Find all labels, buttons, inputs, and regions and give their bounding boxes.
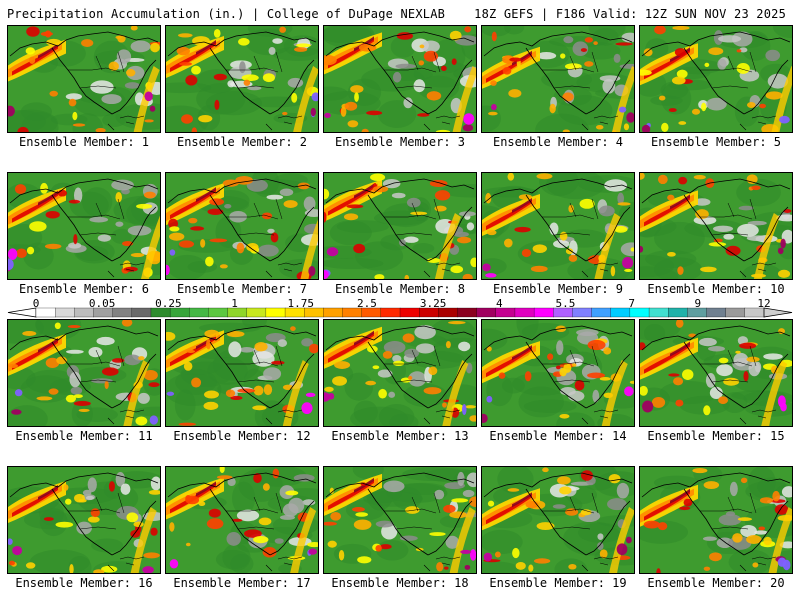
colorbar-segment [514,307,535,318]
colorbar-segment [323,307,344,318]
colorbar-segment [457,307,478,318]
colorbar-segment [189,307,209,318]
colorbar-tick-label: 0.05 [88,297,116,310]
ensemble-member-caption: Ensemble Member: 12 [173,429,311,443]
ensemble-member-caption: Ensemble Member: 4 [492,135,624,149]
colorbar-tick-label: 2.5 [356,297,377,310]
colorbar-tick-label: 7 [628,297,635,310]
ensemble-member-caption: Ensemble Member: 6 [18,282,150,296]
model-run-info: 18Z GEFS | F186 Valid: 12Z SUN NOV 23 20… [474,7,786,21]
ensemble-member-map-20 [639,466,793,574]
ensemble-member-caption: Ensemble Member: 10 [647,282,785,296]
ensemble-member-caption: Ensemble Member: 7 [176,282,308,296]
colorbar-segment [476,307,497,318]
colorbar-segment [131,307,152,318]
colorbar-segment [648,307,669,318]
ensemble-member-map-9 [481,172,635,280]
ensemble-member-caption: Ensemble Member: 13 [331,429,469,443]
precipitation-map-image [482,26,634,132]
colorbar-segment [533,307,554,318]
precipitation-map-image [640,26,792,132]
precipitation-map-image [482,320,634,426]
ensemble-member-caption: Ensemble Member: 11 [15,429,153,443]
colorbar-tick-label: 1 [231,297,238,310]
precipitation-map-image [166,26,318,132]
precipitation-map-image [324,320,476,426]
precipitation-map-image [640,467,792,573]
ensemble-member-map-1 [7,25,161,133]
colorbar-tick-label: 12 [757,297,771,310]
colorbar-segment [208,307,229,318]
colorbar-segment [706,307,727,318]
precipitation-map-image [8,173,160,279]
precipitation-map-image [482,173,634,279]
precipitation-map-image [8,26,160,132]
ensemble-member-map-16 [7,466,161,574]
ensemble-member-caption: Ensemble Member: 2 [176,135,308,149]
ensemble-member-map-17 [165,466,319,574]
precipitation-map-image [166,173,318,279]
ensemble-member-map-19 [481,466,635,574]
ensemble-member-map-11 [7,319,161,427]
colorbar-tick-label: 1.75 [287,297,314,310]
ensemble-member-map-8 [323,172,477,280]
colorbar-segment [55,307,75,318]
colorbar-segment [725,307,746,318]
precipitation-map-image [324,26,476,132]
colorbar-segment [380,307,401,318]
colorbar-segment [591,307,612,318]
page-title: Precipitation Accumulation (in.) | Colle… [7,7,446,21]
ensemble-member-caption: Ensemble Member: 8 [334,282,466,296]
ensemble-member-map-5 [639,25,793,133]
precipitation-map-image [324,173,476,279]
ensemble-member-map-15 [639,319,793,427]
ensemble-member-map-2 [165,25,319,133]
ensemble-member-caption: Ensemble Member: 1 [18,135,150,149]
ensemble-member-caption: Ensemble Member: 3 [334,135,466,149]
colorbar-tick-label: 5.5 [555,297,576,310]
ensemble-member-caption: Ensemble Member: 15 [647,429,785,443]
precipitation-map-image [482,467,634,573]
colorbar-segment [112,307,133,318]
ensemble-member-caption: Ensemble Member: 16 [15,576,153,590]
ensemble-member-map-7 [165,172,319,280]
ensemble-member-caption: Ensemble Member: 19 [489,576,627,590]
ensemble-member-caption: Ensemble Member: 20 [647,576,785,590]
precipitation-map-image [640,173,792,279]
precipitation-map-image [324,467,476,573]
precipitation-map-image [640,320,792,426]
ensemble-member-map-14 [481,319,635,427]
colorbar-tick-label: 0 [32,297,40,310]
ensemble-member-map-18 [323,466,477,574]
ensemble-member-map-6 [7,172,161,280]
colorbar-segment [265,307,286,318]
ensemble-member-map-12 [165,319,319,427]
ensemble-member-map-10 [639,172,793,280]
colorbar-tick-label: 3.25 [419,297,447,310]
colorbar-segment [246,307,267,318]
ensemble-member-map-3 [323,25,477,133]
ensemble-member-map-13 [323,319,477,427]
colorbar-segment [399,307,420,318]
ensemble-member-caption: Ensemble Member: 17 [173,576,311,590]
ensemble-member-caption: Ensemble Member: 18 [331,576,469,590]
colorbar-tick-label: 4 [495,297,503,310]
precipitation-map-image [166,320,318,426]
precipitation-map-image [8,467,160,573]
ensemble-member-map-4 [481,25,635,133]
ensemble-member-caption: Ensemble Member: 9 [492,282,624,296]
colorbar-segment [668,307,688,318]
ensemble-member-caption: Ensemble Member: 14 [489,429,627,443]
colorbar-tick-label: 0.25 [155,297,182,310]
colorbar-tick-label: 9 [694,297,702,310]
ensemble-member-caption: Ensemble Member: 5 [650,135,782,149]
precipitation-map-image [8,320,160,426]
precipitation-map-image [166,467,318,573]
